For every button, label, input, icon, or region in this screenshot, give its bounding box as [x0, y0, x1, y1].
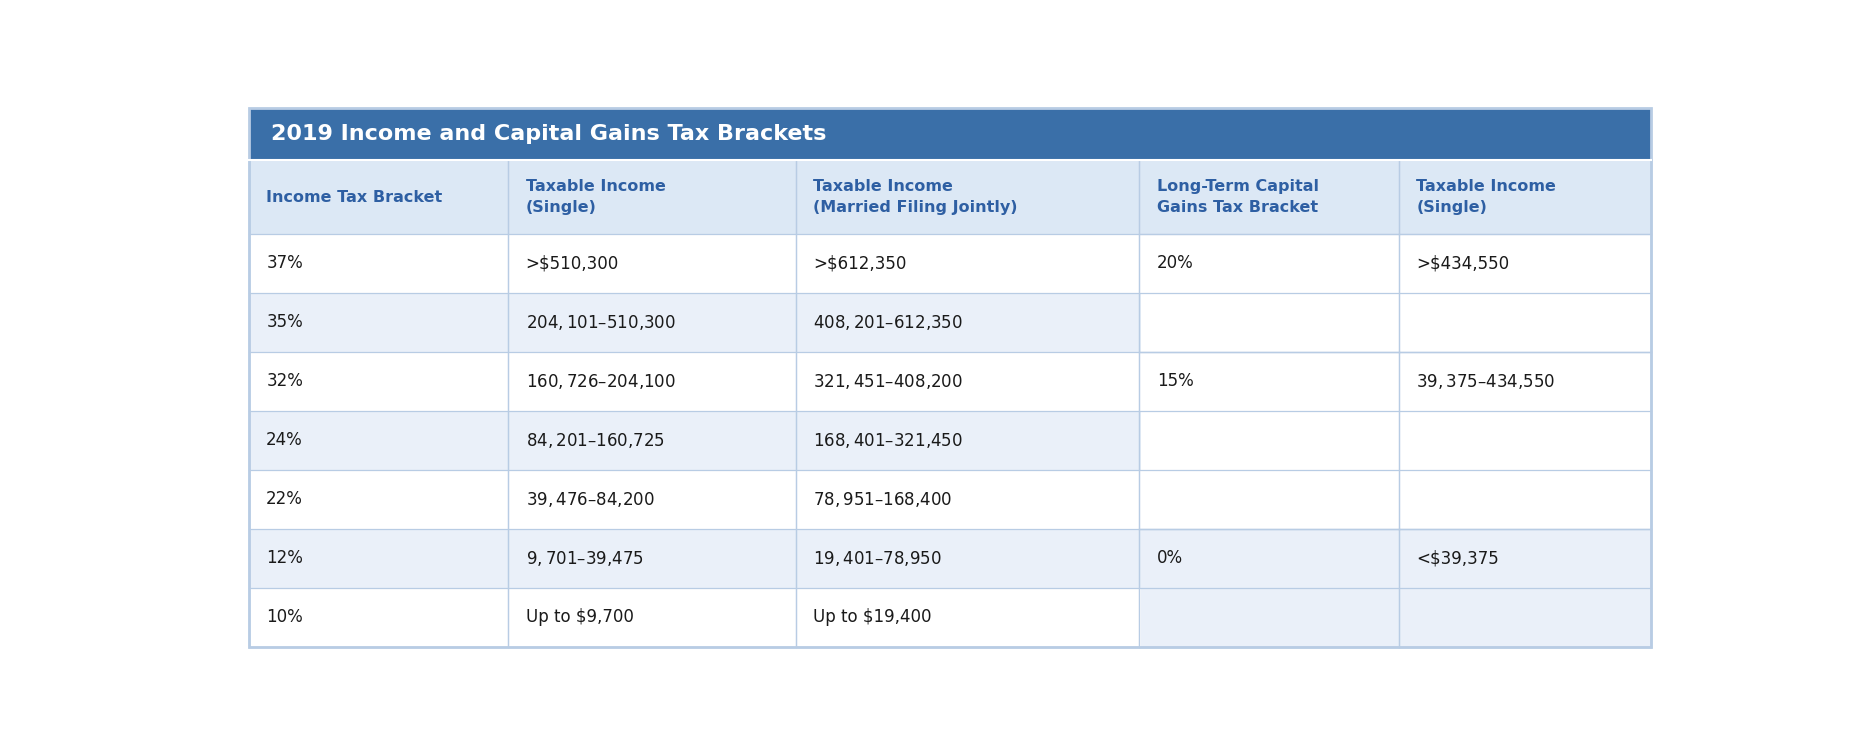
- Bar: [248, 160, 1652, 234]
- Text: Taxable Income
(Single): Taxable Income (Single): [1416, 180, 1556, 215]
- Bar: [248, 411, 1652, 470]
- Text: 15%: 15%: [1157, 372, 1194, 390]
- Text: 0%: 0%: [1157, 549, 1183, 567]
- Text: $78,951–$168,400: $78,951–$168,400: [814, 489, 953, 509]
- Bar: [1400, 528, 1652, 646]
- Text: 32%: 32%: [267, 372, 302, 390]
- Text: $408,201–$612,350: $408,201–$612,350: [814, 313, 962, 332]
- Text: >$612,350: >$612,350: [814, 255, 907, 272]
- Text: $39,476–$84,200: $39,476–$84,200: [527, 489, 654, 509]
- Text: 12%: 12%: [267, 549, 302, 567]
- Bar: [1400, 352, 1652, 528]
- Text: $168,401–$321,450: $168,401–$321,450: [814, 431, 962, 450]
- Bar: [248, 293, 1652, 352]
- Text: Taxable Income
(Single): Taxable Income (Single): [527, 180, 666, 215]
- Text: $84,201–$160,725: $84,201–$160,725: [527, 431, 664, 450]
- Text: $321,451–$408,200: $321,451–$408,200: [814, 372, 962, 391]
- Text: Income Tax Bracket: Income Tax Bracket: [267, 190, 443, 205]
- Text: $204,101–$510,300: $204,101–$510,300: [527, 313, 675, 332]
- Text: >$510,300: >$510,300: [527, 255, 619, 272]
- Text: Long-Term Capital
Gains Tax Bracket: Long-Term Capital Gains Tax Bracket: [1157, 180, 1318, 215]
- Text: <$39,375: <$39,375: [1416, 549, 1498, 567]
- Text: 20%: 20%: [1157, 255, 1194, 272]
- Text: $9,701–$39,475: $9,701–$39,475: [527, 548, 643, 567]
- Bar: [248, 234, 1652, 293]
- Text: 22%: 22%: [267, 490, 302, 508]
- Text: >$434,550: >$434,550: [1416, 255, 1509, 272]
- Text: Up to $19,400: Up to $19,400: [814, 608, 933, 626]
- Text: 24%: 24%: [267, 431, 302, 449]
- Bar: [248, 352, 1652, 411]
- Bar: [248, 528, 1652, 587]
- Bar: [248, 470, 1652, 528]
- Text: Taxable Income
(Married Filing Jointly): Taxable Income (Married Filing Jointly): [814, 180, 1018, 215]
- Text: 35%: 35%: [267, 314, 302, 331]
- Text: $160,726–$204,100: $160,726–$204,100: [527, 372, 675, 391]
- Bar: [1140, 234, 1400, 352]
- Text: $39,375–$434,550: $39,375–$434,550: [1416, 372, 1556, 391]
- Text: 10%: 10%: [267, 608, 302, 626]
- Text: Up to $9,700: Up to $9,700: [527, 608, 634, 626]
- Text: 2019 Income and Capital Gains Tax Brackets: 2019 Income and Capital Gains Tax Bracke…: [271, 124, 825, 144]
- Text: $19,401–$78,950: $19,401–$78,950: [814, 548, 942, 567]
- Bar: [248, 587, 1652, 646]
- Bar: [1400, 234, 1652, 352]
- Text: 37%: 37%: [267, 255, 302, 272]
- Bar: [1140, 352, 1400, 528]
- Bar: [248, 108, 1652, 160]
- Bar: [1140, 528, 1400, 646]
